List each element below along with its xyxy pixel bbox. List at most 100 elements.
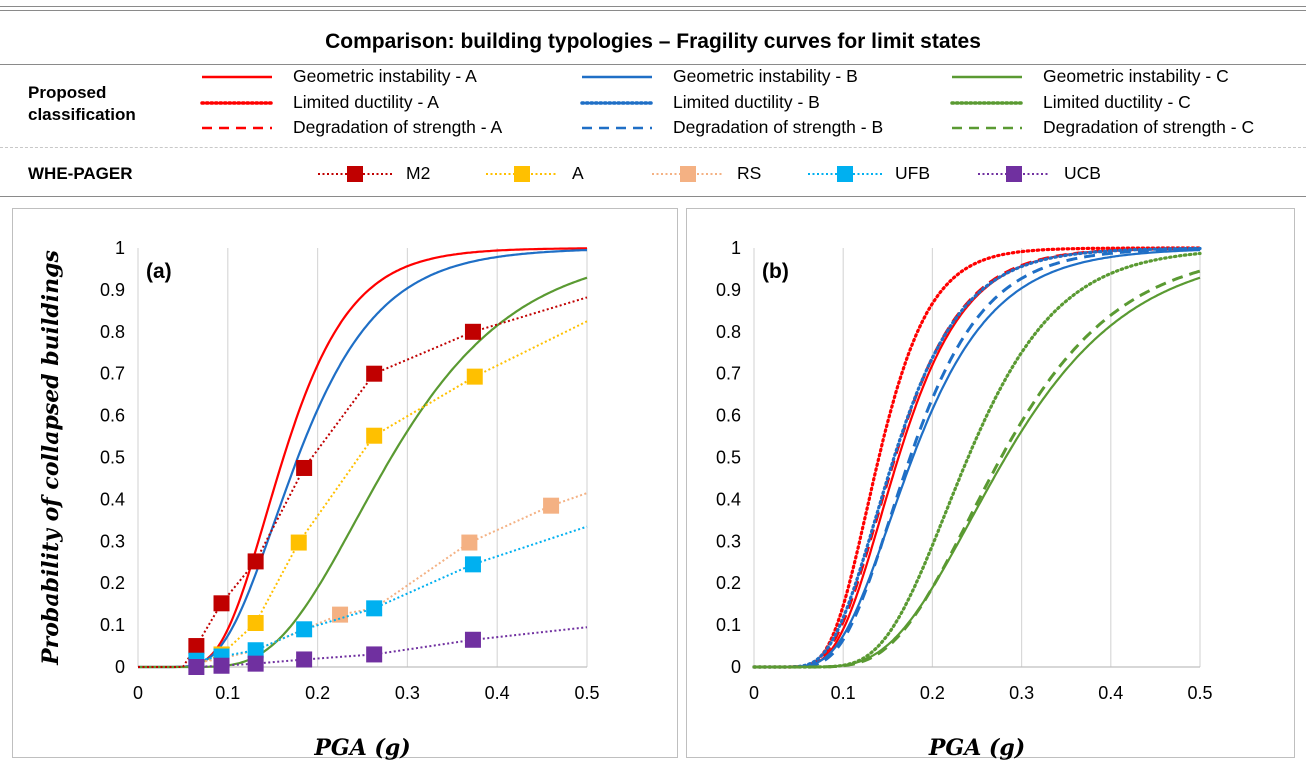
legend-label-a: A (572, 163, 584, 183)
chart-a-series-7-marker-5 (464, 631, 481, 648)
chart-b-series-5 (754, 249, 1200, 669)
chart-b-panel-label: (b) (762, 260, 789, 283)
chart-a-y-axis-label: Probability of collapsed buildings (38, 250, 64, 666)
legend-label-ucb: UCB (1064, 163, 1101, 183)
chart-a-x-tick-3: 0.3 (395, 683, 420, 703)
chart-b-y-tick-0: 0 (731, 657, 741, 677)
chart-a-series-4-marker-2 (247, 615, 264, 632)
chart-a-series-1 (138, 249, 587, 669)
chart-a-series-5-marker-6 (461, 534, 478, 551)
whe-pager-label: WHE-PAGER (28, 164, 133, 183)
chart-b-y-tick-4: 0.4 (716, 489, 741, 509)
chart-b-series-3 (752, 246, 1202, 669)
chart-a-series-3-marker-7 (464, 323, 481, 340)
chart-b-x-tick-5: 0.5 (1187, 683, 1212, 703)
chart-a-y-tick-5: 0.5 (100, 448, 125, 468)
chart-a-x-tick-5: 0.5 (574, 683, 599, 703)
chart-a-series-4-marker-5 (466, 368, 483, 385)
chart-a-y-tick-7: 0.7 (100, 364, 125, 384)
chart-a-series-3-marker-4 (247, 553, 264, 570)
legend-label-geom-c: Geometric instability - C (1043, 66, 1229, 86)
chart-a-x-tick-2: 0.2 (305, 683, 330, 703)
chart-b-series-0 (752, 246, 1202, 669)
chart-b-y-tick-9: 0.9 (716, 280, 741, 300)
chart-a: 0 0.1 0.2 0.3 0.4 0.5 0 0.1 0.2 0.3 0.4 0.5 0.6 0.7 0.… (38, 238, 600, 761)
chart-b-x-tick-3: 0.3 (1009, 683, 1034, 703)
chart-b-series-8 (754, 276, 1201, 669)
legend-swatch-a (486, 166, 558, 182)
legend-label-ufb: UFB (895, 163, 930, 183)
legend-label-degr-a: Degradation of strength - A (293, 117, 503, 137)
legend-label-duct-c: Limited ductility - C (1043, 92, 1191, 112)
chart-a-series-5-marker-7 (543, 497, 560, 514)
chart-b-x-tick-1: 0.1 (831, 683, 856, 703)
chart-a-y-tick-1: 0.1 (100, 615, 125, 635)
top-rule-2 (0, 10, 1306, 11)
chart-a-series-3-marker-3 (213, 595, 230, 612)
chart-a-y-tick-9: 0.9 (100, 280, 125, 300)
chart-b-series-4 (754, 247, 1200, 669)
chart-a-x-tick-0: 0 (133, 683, 143, 703)
chart-a-y-tick-6: 0.6 (100, 406, 125, 426)
chart-a-y-tick-8: 0.8 (100, 322, 125, 342)
chart-a-series-7-marker-2 (247, 655, 264, 672)
proposed-legend-swatches (200, 75, 1050, 182)
chart-b-y-tick-6: 0.6 (716, 406, 741, 426)
chart-a-series-6-marker-2 (247, 642, 264, 659)
chart-a-series-4-marker-4 (366, 427, 383, 444)
chart-a-series-2 (138, 276, 588, 669)
title-rule (0, 64, 1306, 65)
chart-a-series-6-marker-5 (464, 556, 481, 573)
legend-rule (0, 147, 1306, 148)
chart-a-series-6-marker-3 (296, 621, 313, 638)
legend-bottom-rule (0, 196, 1306, 197)
chart-b-x-axis-label: PGA (g) (928, 735, 1025, 761)
chart-b-y-tick-2: 0.2 (716, 573, 741, 593)
chart-a-series-5-marker-4 (332, 606, 349, 623)
chart-a-y-tick-0: 0 (115, 657, 125, 677)
chart-a-panel-label: (a) (146, 260, 172, 283)
chart-b-y-tick-10: 1 (731, 238, 741, 258)
chart-b-y-tick-1: 0.1 (716, 615, 741, 635)
legend-swatch-ucb (978, 166, 1050, 182)
chart-b-y-tick-5: 0.5 (716, 448, 741, 468)
chart-b-y-tick-8: 0.8 (716, 322, 741, 342)
chart-a-series-4-marker-3 (290, 534, 307, 551)
top-rule (0, 6, 1306, 7)
proposed-classification-label: Proposed classification (28, 82, 136, 126)
chart-a-x-tick-4: 0.4 (485, 683, 510, 703)
proposed-label-line-1: Proposed (28, 83, 107, 102)
proposed-label-line-2: classification (28, 105, 136, 124)
chart-a-series-7-marker-4 (366, 646, 383, 663)
legend-label-duct-a: Limited ductility - A (293, 92, 439, 112)
chart-a-x-tick-1: 0.1 (215, 683, 240, 703)
legend-label-degr-c: Degradation of strength - C (1043, 117, 1255, 137)
legend-label-geom-a: Geometric instability - A (293, 66, 477, 86)
chart-a-series-3-marker-6 (366, 365, 383, 382)
chart-b-series-6 (752, 251, 1202, 669)
legend-label-degr-b: Degradation of strength - B (673, 117, 884, 137)
chart-b-series-2 (754, 247, 1200, 669)
chart-a-series-3-marker-5 (296, 459, 313, 476)
chart-a-series-5 (196, 492, 588, 664)
chart-b-x-tick-0: 0 (749, 683, 759, 703)
legend-label-duct-b: Limited ductility - B (673, 92, 820, 112)
legend-label-geom-b: Geometric instability - B (673, 66, 858, 86)
chart-a-y-tick-2: 0.2 (100, 573, 125, 593)
panel-a-frame (12, 208, 678, 758)
chart-a-series-7-marker-0 (188, 659, 205, 675)
chart-a-series-6-marker-4 (366, 600, 383, 617)
chart-a-x-axis-label: PGA (g) (313, 735, 410, 761)
chart-a-y-tick-10: 1 (115, 238, 125, 258)
figure-title: Comparison: building typologies – Fragil… (325, 30, 981, 53)
chart-b-y-tick-3: 0.3 (716, 531, 741, 551)
chart-a-y-tick-4: 0.4 (100, 489, 125, 509)
legend-swatch-m2 (318, 166, 392, 182)
chart-b-series-1 (754, 246, 1200, 669)
chart-a-y-tick-3: 0.3 (100, 531, 125, 551)
chart-b-y-tick-7: 0.7 (716, 364, 741, 384)
legend-label-rs: RS (737, 163, 762, 183)
chart-b-x-tick-2: 0.2 (920, 683, 945, 703)
chart-a-series-3-marker-2 (188, 638, 205, 655)
